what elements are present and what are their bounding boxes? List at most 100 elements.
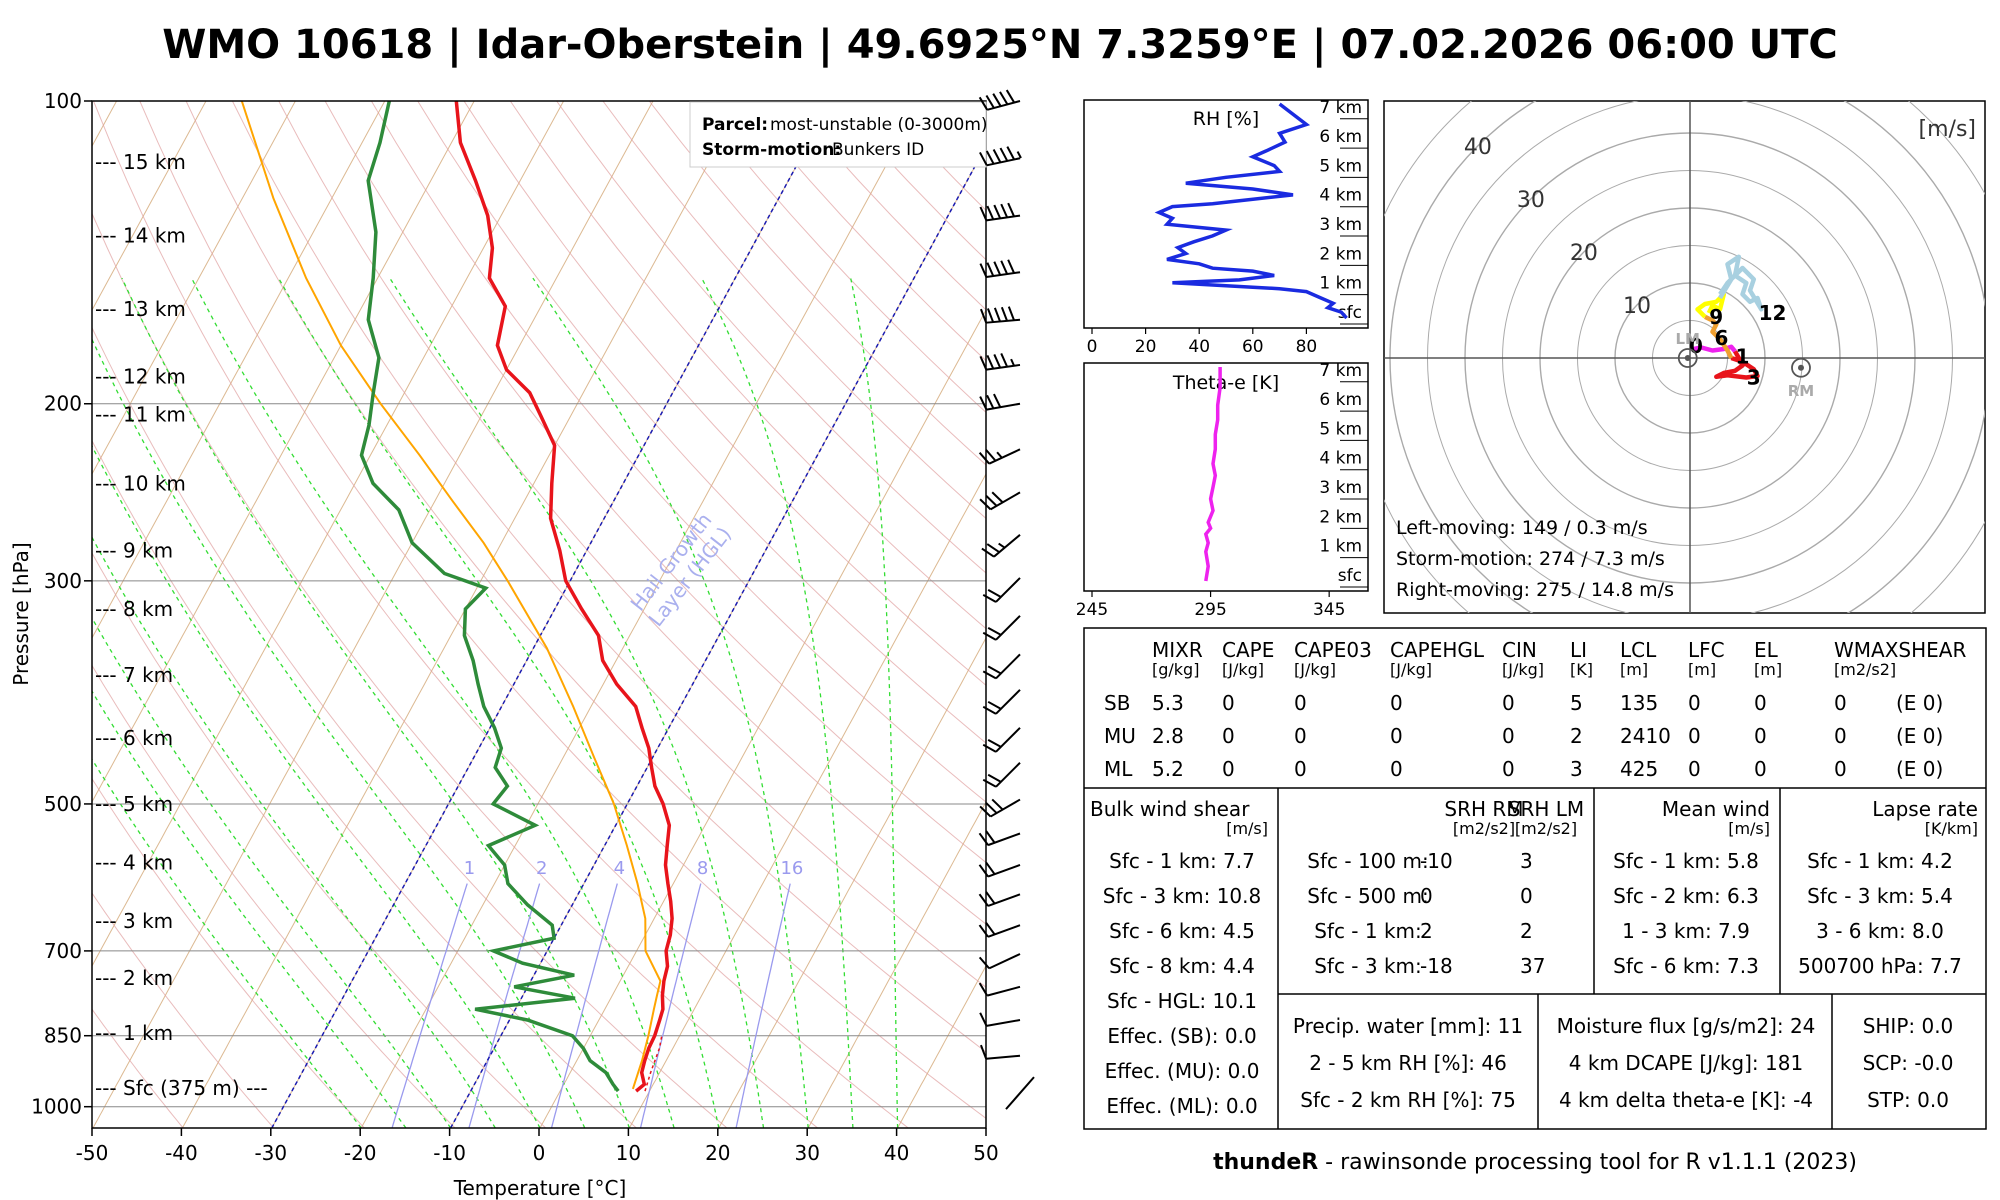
table-cell: 0 xyxy=(1294,724,1307,748)
hgl-boundary-line xyxy=(449,144,986,1128)
hodograph-trace xyxy=(1704,314,1734,360)
wind-barb-flag xyxy=(979,206,988,221)
table-cell: 5.3 xyxy=(1152,691,1184,715)
moist-adiabat-line xyxy=(92,758,362,1128)
wind-barb-flag xyxy=(978,452,990,465)
height-label: 6 km xyxy=(1319,127,1362,147)
table-column-header: CIN xyxy=(1502,638,1537,662)
wind-barb-flag xyxy=(986,308,995,323)
wind-barb-flag xyxy=(979,151,988,166)
bulk-shear-row: Effec. (ML): 0.0 xyxy=(1106,1094,1257,1118)
wind-barb-flag xyxy=(982,670,997,680)
y-tick-label: 200 xyxy=(44,392,82,416)
table-cell: 2410 xyxy=(1620,724,1671,748)
hodograph-height-label: 1 xyxy=(1736,345,1750,369)
y-tick-label: 850 xyxy=(44,1024,82,1048)
bulk-shear-row: Effec. (SB): 0.0 xyxy=(1107,1024,1256,1048)
y-tick-label: 1000 xyxy=(31,1095,82,1119)
wind-barb-flag xyxy=(986,205,995,220)
wind-barb-flag xyxy=(978,893,989,907)
wind-barb-half-flag xyxy=(998,542,1006,549)
height-label: 3 km xyxy=(1319,215,1362,235)
storm-motion-value: Bunkers ID xyxy=(832,140,924,160)
wind-barb-staff xyxy=(986,100,1021,111)
table-cell: 0 xyxy=(1834,724,1847,748)
table-cell: 5.2 xyxy=(1152,757,1184,781)
thetae-panel: Theta-e [K] 245 295 345 sfc 1 km 2 km 3 km 4 km… xyxy=(1076,361,1369,620)
wind-barb-flag xyxy=(999,147,1009,162)
dry-adiabat-line xyxy=(463,101,986,686)
storm-motion-marker xyxy=(1791,357,1811,378)
mixing-ratio-label: 2 xyxy=(536,858,547,879)
footer-credit: thundeR - rawinsonde processing tool for… xyxy=(1213,1150,1857,1175)
table-column-header: WMAXSHEAR xyxy=(1834,638,1966,662)
dry-adiabat-line xyxy=(92,212,819,1128)
dry-adiabat-line xyxy=(231,101,986,988)
temperature-trace xyxy=(454,101,674,1093)
mixing-ratio-line xyxy=(391,883,468,1128)
wind-barb-flag xyxy=(993,204,1002,219)
height-label: 2 km xyxy=(1319,244,1362,264)
mean-wind-row: Sfc - 2 km: 6.3 xyxy=(1613,884,1759,908)
wind-barb-staff xyxy=(987,832,1021,847)
isotherm-line xyxy=(181,101,743,1128)
thetae-profile xyxy=(1203,367,1222,582)
storm-motion-label: RM xyxy=(1788,382,1814,400)
isotherm-line xyxy=(92,101,654,1128)
skewt-axes: -50 -40 -30 -20 -10 0 10 20 30 40 50 100 200 300 500 70… xyxy=(31,89,999,1165)
isotherm-line xyxy=(628,472,986,1128)
mixing-ratio-line xyxy=(468,883,541,1128)
wind-barb xyxy=(982,653,1021,680)
wind-barb-flag xyxy=(982,778,997,788)
table-column-header: LCL xyxy=(1620,638,1657,662)
height-label: sfc xyxy=(1338,303,1362,323)
mixing-ratio-line xyxy=(550,883,618,1128)
y-tick-label: 100 xyxy=(44,89,82,113)
composite-index-row: STP: 0.0 xyxy=(1867,1088,1949,1112)
wind-barb-flag xyxy=(1000,203,1009,218)
lapse-rate-row: 3 - 6 km: 8.0 xyxy=(1816,919,1944,943)
rh-axes: 0 20 40 60 80 sfc 1 km 2 km 3 km 4 km 5 km 6 km 7 km xyxy=(1087,98,1368,357)
wind-barb-staff xyxy=(993,534,1021,558)
table-column-header: CAPEHGL xyxy=(1390,638,1485,662)
wind-barb-flag xyxy=(982,631,997,641)
height-label: --- Sfc (375 m) --- xyxy=(95,1076,268,1100)
height-label: --- 11 km xyxy=(95,403,186,427)
wind-barb-staff xyxy=(986,1054,1021,1060)
hodograph-ring-label: 20 xyxy=(1570,241,1598,266)
wind-barb-flag xyxy=(979,396,988,411)
right-moving-text: Right-moving: 275 / 14.8 m/s xyxy=(1396,579,1674,601)
wind-barb-flag xyxy=(992,93,1002,107)
wind-barb xyxy=(979,146,1022,167)
bulk-shear-row: Sfc - 8 km: 4.4 xyxy=(1109,954,1255,978)
wind-barb xyxy=(978,89,1021,111)
wind-barb xyxy=(979,1012,1021,1027)
y-tick-label: 700 xyxy=(44,939,82,963)
tables-frame xyxy=(1083,627,1987,1130)
wind-barb-staff xyxy=(986,214,1021,222)
height-label: 4 km xyxy=(1319,186,1362,206)
x-tick-label: -50 xyxy=(76,1141,109,1165)
height-label: 1 km xyxy=(1319,537,1362,557)
mixing-ratio-line xyxy=(735,883,791,1128)
wind-barb xyxy=(979,306,1021,324)
x-tick-label: 10 xyxy=(616,1141,641,1165)
height-label: 3 km xyxy=(1319,478,1362,498)
isotherm-line xyxy=(92,101,565,967)
storm-motion-marker xyxy=(1677,348,1698,368)
table-cell: 425 xyxy=(1620,757,1658,781)
lapse-rate-row: Sfc - 1 km: 4.2 xyxy=(1807,849,1953,873)
thermodynamic-table: MIXR[g/kg]CAPE[J/kg]CAPE03[J/kg]CAPEHGL[… xyxy=(1104,638,1966,781)
wind-barb-flag xyxy=(987,589,1002,598)
wind-barb-staff xyxy=(1005,1076,1035,1110)
x-tick-label: 245 xyxy=(1076,600,1108,620)
table-row-label: ML xyxy=(1104,757,1133,781)
height-label: --- 5 km xyxy=(95,792,173,816)
height-label: 7 km xyxy=(1319,361,1362,381)
wind-barb-flag xyxy=(979,355,988,371)
dry-adiabat-line xyxy=(417,101,986,744)
table-cell: 0 xyxy=(1294,691,1307,715)
table-column-unit: [g/kg] xyxy=(1152,660,1199,679)
wind-barb xyxy=(979,202,1021,222)
wind-barbs xyxy=(978,89,1035,1110)
